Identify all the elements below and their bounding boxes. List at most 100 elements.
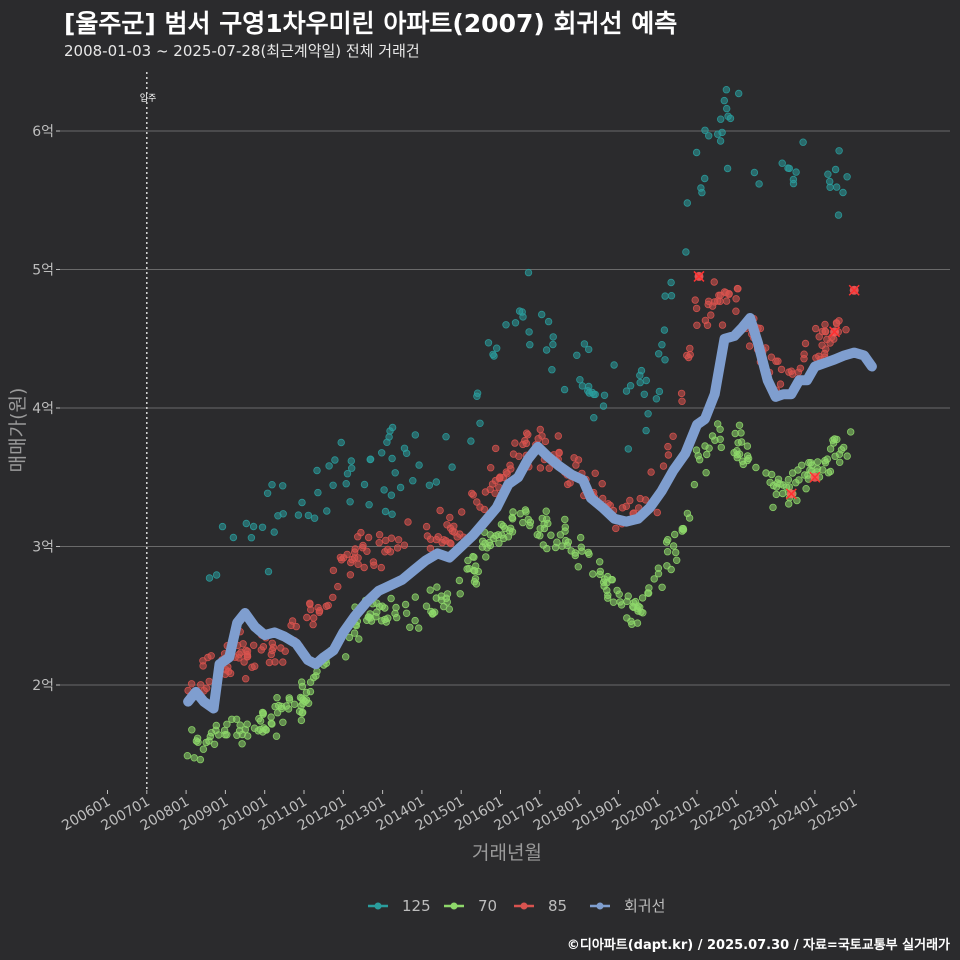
data-point-70 [821,457,829,465]
data-point-85 [488,480,497,488]
data-point-125 [502,321,510,329]
data-point-70 [355,635,363,643]
data-point-70 [690,480,699,489]
data-point-70 [831,452,839,460]
data-point-70 [455,576,464,585]
data-point-125 [720,96,728,105]
data-point-125 [658,341,666,349]
legend-dot-70 [450,902,458,910]
x-axis: 2006012007012008012009012010012011012012… [59,790,860,834]
data-point-70 [295,707,304,716]
data-point-85 [722,297,731,305]
data-point-70 [604,594,612,602]
data-point-70 [268,720,276,728]
data-point-125 [722,85,731,94]
data-point-85 [718,321,727,329]
data-point-70 [609,598,618,606]
data-point-85 [732,307,740,315]
data-point-125 [692,148,701,157]
data-point-85 [684,353,693,362]
data-point-125 [343,470,352,478]
data-point-70 [685,514,694,522]
data-point-125 [263,489,272,497]
legend-dot-85 [520,902,528,910]
data-point-85 [271,658,279,666]
data-point-70 [644,589,652,597]
data-point-85 [329,593,337,602]
data-point-70 [701,442,709,450]
y-axis: 2억 3억 4억 5억 6억 [32,124,60,694]
data-point-85 [622,502,630,510]
data-point-85 [404,518,412,526]
data-point-85 [598,480,606,488]
data-point-70 [426,586,434,594]
data-point-85 [564,480,572,489]
data-point-125 [578,382,587,390]
data-point-70 [561,515,569,524]
data-point-125 [542,346,551,354]
data-point-70 [577,533,585,542]
move-in-label: 입주 [140,92,157,104]
data-point-85 [422,522,431,531]
data-point-125 [249,522,258,531]
data-point-125 [750,168,759,177]
data-point-125 [258,523,267,531]
data-point-85 [777,365,786,374]
data-point-125 [683,199,691,207]
data-point-125 [525,328,533,336]
data-point-70 [779,489,787,498]
data-point-85 [393,544,402,552]
data-point-125 [467,437,475,445]
data-point-70 [840,443,848,452]
data-point-85 [612,524,620,533]
data-point-70 [463,565,471,573]
data-point-125 [655,350,663,358]
data-point-85 [196,681,205,689]
data-point-70 [752,463,760,472]
data-point-70 [255,715,263,723]
data-point-70 [628,620,636,628]
data-point-125 [560,385,569,394]
data-point-85 [538,432,546,440]
data-point-85 [382,536,390,545]
data-point-70 [392,603,400,612]
data-point-70 [190,754,198,762]
data-point-70 [445,605,453,613]
data-point-125 [600,391,609,399]
data-point-125 [524,268,533,277]
data-point-70 [285,694,293,702]
data-point-125 [697,184,705,192]
data-point-70 [571,551,579,560]
data-point-125 [834,211,843,219]
data-point-70 [536,525,544,533]
data-point-85 [350,554,359,562]
data-point-125 [526,341,534,349]
data-point-85 [447,539,455,548]
legend-label-회귀선: 회귀선 [624,897,665,915]
data-point-125 [755,180,763,188]
data-point-70 [663,548,672,556]
data-point-125 [279,510,287,518]
data-point-70 [623,614,631,622]
data-point-70 [415,624,423,632]
data-point-70 [196,755,205,764]
data-point-70 [526,521,534,530]
data-point-125 [544,317,553,326]
data-point-125 [682,248,690,256]
data-point-125 [442,433,450,441]
legend-dot-회귀선 [596,902,604,910]
data-point-125 [489,350,497,359]
data-point-125 [588,388,596,397]
data-point-70 [469,552,477,561]
data-point-70 [199,745,208,753]
source-footer: ©디아파트(dapt.kr) / 2025.07.30 / 자료=국토교통부 실… [566,938,950,953]
data-point-125 [784,164,792,172]
data-point-125 [323,507,331,515]
highlight-mark [785,488,797,500]
data-point-70 [277,702,286,711]
data-point-85 [377,563,385,572]
data-point-85 [830,335,838,343]
data-point-125 [313,466,321,475]
data-point-70 [206,732,214,741]
data-point-125 [391,469,399,477]
